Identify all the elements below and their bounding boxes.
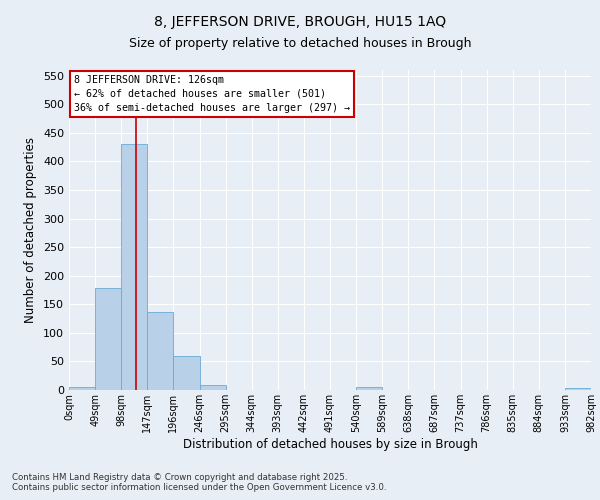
Bar — [69, 387, 95, 390]
Bar — [173, 356, 199, 390]
Bar — [356, 387, 382, 390]
Bar — [565, 388, 591, 390]
Y-axis label: Number of detached properties: Number of detached properties — [25, 137, 37, 323]
X-axis label: Distribution of detached houses by size in Brough: Distribution of detached houses by size … — [182, 438, 478, 450]
Bar — [148, 312, 173, 390]
Bar — [121, 144, 148, 390]
Text: 8 JEFFERSON DRIVE: 126sqm
← 62% of detached houses are smaller (501)
36% of semi: 8 JEFFERSON DRIVE: 126sqm ← 62% of detac… — [74, 75, 350, 113]
Text: 8, JEFFERSON DRIVE, BROUGH, HU15 1AQ: 8, JEFFERSON DRIVE, BROUGH, HU15 1AQ — [154, 15, 446, 29]
Bar — [199, 386, 226, 390]
Text: Size of property relative to detached houses in Brough: Size of property relative to detached ho… — [129, 38, 471, 51]
Bar — [95, 288, 121, 390]
Text: Contains HM Land Registry data © Crown copyright and database right 2025.
Contai: Contains HM Land Registry data © Crown c… — [12, 473, 386, 492]
